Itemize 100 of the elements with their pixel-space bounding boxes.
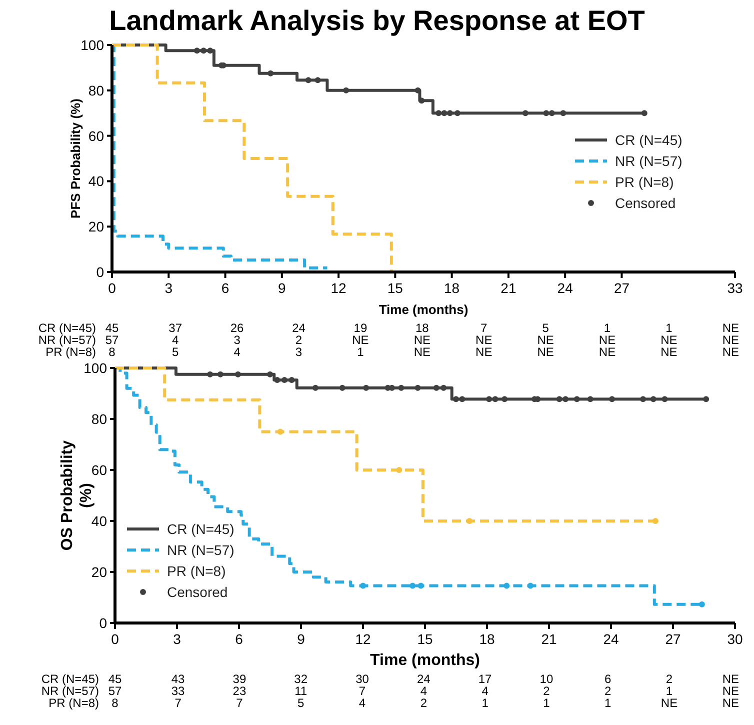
- point: [343, 87, 350, 94]
- point: [650, 396, 656, 402]
- point: [560, 110, 566, 116]
- point: [433, 384, 440, 391]
- x-axis-title: Time (months): [378, 302, 468, 317]
- text: NR (N=57): [41, 684, 99, 698]
- point: [436, 110, 442, 116]
- point: [440, 384, 447, 391]
- point: [217, 371, 224, 378]
- point: [543, 110, 550, 116]
- point: [267, 371, 273, 378]
- point: [418, 98, 425, 104]
- point: [441, 110, 448, 116]
- point: [609, 396, 616, 402]
- point: [587, 396, 594, 402]
- x-tick-label: 12: [330, 280, 347, 296]
- legend-label: PR (N=8): [615, 174, 674, 190]
- point: [527, 582, 534, 589]
- text: 57 4 3 2 NE NE NE NE NE NE NE: [105, 333, 740, 347]
- y-tick-label: 60: [91, 462, 108, 478]
- point: [398, 384, 404, 391]
- point: [492, 396, 498, 402]
- x-tick-label: 21: [541, 631, 557, 647]
- legend-label: PR (N=8): [167, 563, 226, 579]
- text: 57 33 23 11 7 4 4 2 2 1 NE: [108, 684, 740, 698]
- point: [207, 48, 214, 54]
- x-tick-label: 18: [479, 631, 495, 647]
- x-tick-label: 12: [355, 631, 371, 647]
- legend-label: Censored: [615, 195, 676, 211]
- legend-label: CR (N=45): [615, 132, 682, 148]
- text: CR (N=45): [38, 321, 96, 335]
- x-tick-label: 24: [603, 631, 619, 647]
- point: [305, 77, 312, 84]
- point: [446, 110, 453, 116]
- y-tick-label: 40: [88, 173, 104, 190]
- text: 8 7 7 5 4 2 1 1 1 NE NE: [112, 696, 740, 710]
- point: [562, 396, 569, 402]
- point: [640, 396, 646, 402]
- point: [504, 582, 510, 589]
- text: PR (N=8): [48, 696, 100, 710]
- x-tick-label: 18: [444, 280, 460, 296]
- point: [641, 110, 648, 116]
- point: [207, 371, 214, 378]
- point: [414, 384, 421, 391]
- point: [200, 48, 207, 54]
- y-axis-title: PFS Probability (%): [68, 98, 83, 218]
- x-tick-label: 3: [173, 631, 182, 647]
- point: [574, 396, 580, 402]
- x-tick-label: 15: [387, 280, 404, 296]
- x-tick-label: 24: [557, 280, 574, 296]
- point: [194, 48, 200, 54]
- point: [268, 70, 274, 76]
- point: [396, 467, 402, 473]
- y-tick-label: 20: [88, 218, 104, 235]
- point: [548, 110, 555, 116]
- point: [453, 396, 459, 402]
- point: [522, 110, 528, 116]
- x-tick-label: 27: [614, 280, 630, 296]
- x-tick-label: 9: [297, 631, 306, 647]
- point: [414, 87, 421, 94]
- point: [418, 582, 424, 589]
- x-tick-label: 6: [221, 280, 230, 296]
- point: [698, 601, 705, 608]
- point: [281, 376, 288, 383]
- legend-label: CR (N=45): [167, 521, 234, 537]
- point: [363, 384, 370, 391]
- point: [502, 396, 508, 402]
- y-tick-label: 100: [84, 360, 108, 376]
- x-tick-label: 33: [727, 280, 743, 296]
- y-tick-label: 0: [96, 264, 104, 280]
- point: [410, 582, 416, 589]
- y-tick-label: 80: [91, 411, 108, 427]
- x-tick-label: 21: [500, 280, 516, 296]
- point: [454, 110, 460, 116]
- point: [274, 376, 280, 383]
- point: [339, 384, 346, 391]
- point: [556, 396, 562, 402]
- x-axis-title: Time (months): [370, 652, 480, 669]
- point: [288, 376, 295, 383]
- legend-label: NR (N=57): [167, 542, 234, 558]
- legend-label: Censored: [167, 584, 228, 600]
- point: [234, 371, 241, 378]
- text: NR (N=57): [38, 333, 96, 347]
- point: [360, 582, 366, 589]
- x-tick-label: 3: [164, 280, 173, 296]
- point: [703, 396, 710, 402]
- y-tick-label: 20: [91, 564, 108, 580]
- point: [312, 384, 318, 391]
- y-tick-label: 80: [88, 82, 104, 98]
- x-tick-label: 15: [417, 631, 433, 647]
- y-tick-label: 100: [80, 37, 104, 53]
- x-tick-label: 6: [235, 631, 244, 647]
- x-tick-label: 30: [727, 631, 743, 647]
- text: 45 43 39 32 30 24 17 10 6 2 NE: [108, 672, 740, 686]
- chart-title: Landmark Analysis by Response at EOT: [109, 5, 645, 36]
- point: [662, 396, 668, 402]
- text: CR (N=45): [41, 672, 99, 686]
- x-tick-label: 27: [665, 631, 681, 647]
- text: 8 5 4 3 1 NE NE NE NE NE NE: [108, 345, 740, 359]
- x-tick-label: 0: [111, 631, 120, 647]
